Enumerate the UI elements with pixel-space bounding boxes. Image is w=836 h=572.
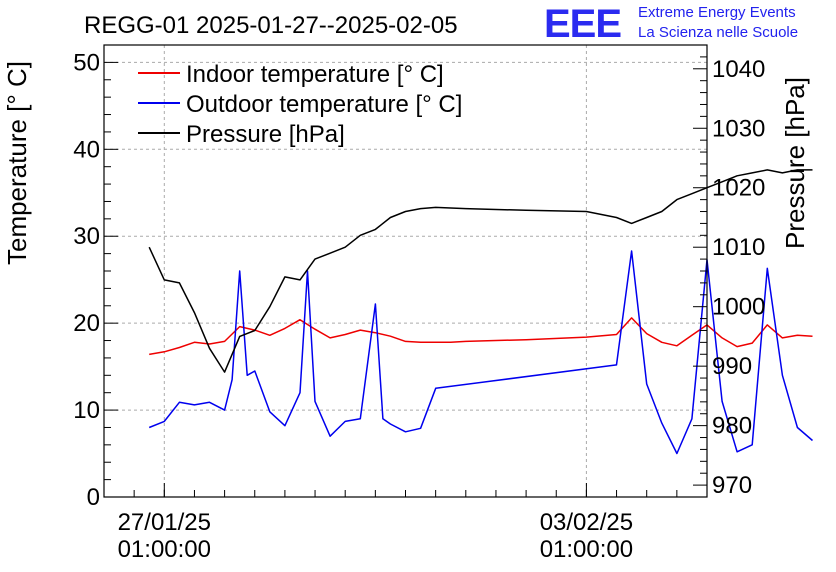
y-tick-label: 0 <box>87 484 100 511</box>
y-tick-label: 40 <box>73 136 100 163</box>
y-axis-left: 0 10 20 30 40 50 <box>73 49 118 511</box>
y-tick-label: 10 <box>73 397 100 424</box>
legend-label: Indoor temperature [° C] <box>186 61 444 88</box>
x-tick-label-time: 01:00:00 <box>118 536 211 563</box>
legend-label: Pressure [hPa] <box>186 121 345 148</box>
y2-axis-label: Pressure [hPa] <box>780 77 810 249</box>
y2-tick-label: 1020 <box>712 175 765 202</box>
x-tick-label: 27/01/25 <box>118 509 211 536</box>
series-line-1 <box>148 250 813 455</box>
x-tick-label-time: 01:00:00 <box>540 536 633 563</box>
series-line-2 <box>148 169 813 373</box>
x-tick-label: 03/02/25 <box>540 509 633 536</box>
legend: Indoor temperature [° C] Outdoor temperat… <box>138 61 462 148</box>
y-axis-label: Temperature [° C] <box>2 61 32 265</box>
y2-tick-label: 1040 <box>712 56 765 83</box>
y2-tick-label: 980 <box>712 413 752 440</box>
y-axis-right: 970 980 990 1000 1010 1020 1030 1040 <box>693 56 765 499</box>
y-tick-label: 30 <box>73 223 100 250</box>
logo-mark: EEE <box>544 2 622 46</box>
chart-title: REGG-01 2025-01-27--2025-02-05 <box>84 12 458 39</box>
eee-logo: EEE Extreme Energy Events La Scienza nel… <box>544 2 834 46</box>
y2-tick-label: 990 <box>712 353 752 380</box>
y2-tick-label: 970 <box>712 472 752 499</box>
legend-label: Outdoor temperature [° C] <box>186 91 462 118</box>
logo-line-1: Extreme Energy Events <box>638 4 796 21</box>
y2-tick-label: 1000 <box>712 294 765 321</box>
series-line-0 <box>149 317 813 356</box>
logo-line-2: La Scienza nelle Scuole <box>638 24 799 41</box>
series-layer <box>148 169 813 455</box>
y2-tick-label: 1010 <box>712 234 765 261</box>
y-tick-label: 50 <box>73 49 100 76</box>
y2-tick-label: 1030 <box>712 115 765 142</box>
grid <box>104 45 707 497</box>
y-tick-label: 20 <box>73 310 100 337</box>
